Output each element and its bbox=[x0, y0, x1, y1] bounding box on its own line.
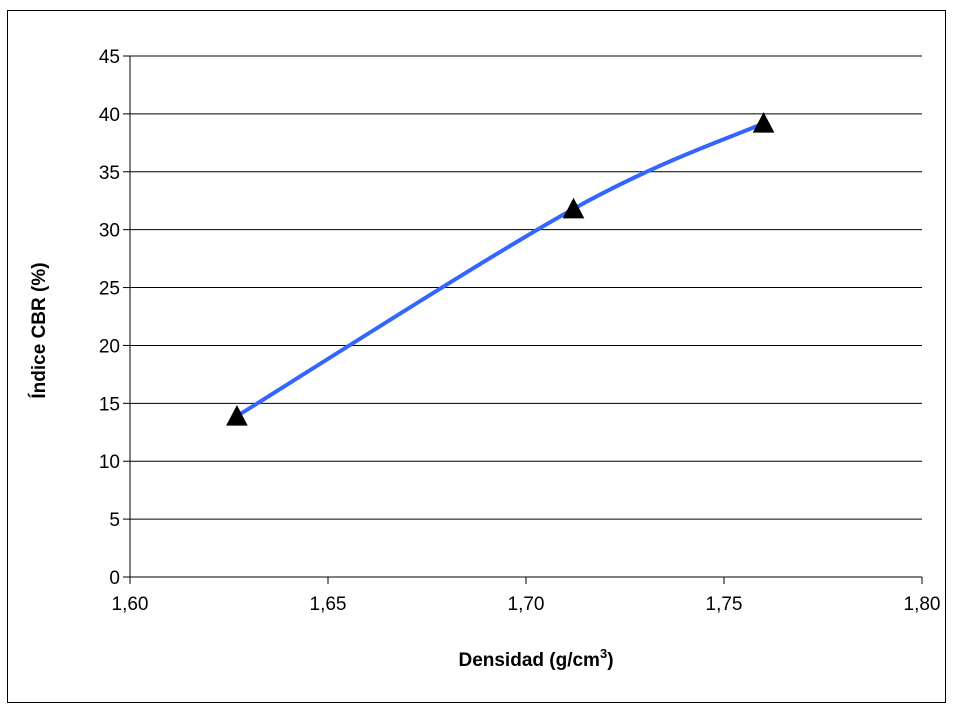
x-axis-title: Densidad (g/cm3) bbox=[458, 646, 613, 671]
x-tick-label: 1,60 bbox=[112, 594, 149, 615]
y-axis-title: Índice CBR (%) bbox=[28, 262, 50, 398]
y-tick-labels: 0 5 10 15 20 25 30 35 40 45 bbox=[99, 47, 120, 589]
series bbox=[226, 112, 775, 426]
x-axis-title-suffix: ) bbox=[607, 650, 613, 671]
x-tick-label: 1,75 bbox=[706, 594, 743, 615]
x-tick-label: 1,80 bbox=[904, 594, 941, 615]
y-tick-label: 25 bbox=[99, 279, 120, 300]
y-tick-label: 20 bbox=[99, 336, 120, 357]
chart-frame: 1,60 1,65 1,70 1,75 1,80 0 5 10 15 20 25 30 35 40 45 … bbox=[7, 10, 946, 703]
y-tick-label: 35 bbox=[99, 163, 120, 184]
data-point-marker-0 bbox=[226, 404, 248, 426]
y-tick-label: 30 bbox=[99, 221, 120, 242]
x-axis-title-superscript: 3 bbox=[600, 646, 607, 661]
x-tick-label: 1,65 bbox=[310, 594, 347, 615]
x-tick-label: 1,70 bbox=[508, 594, 545, 615]
data-point-marker-1 bbox=[562, 197, 585, 219]
y-tick-label: 10 bbox=[99, 452, 120, 473]
x-axis-title-main: Densidad (g/cm bbox=[458, 650, 599, 671]
cbr-density-chart: 1,60 1,65 1,70 1,75 1,80 051015202530354045 … bbox=[28, 47, 941, 671]
data-point-marker-2 bbox=[752, 112, 775, 133]
y-tick-label: 5 bbox=[109, 510, 120, 531]
y-tick-label: 15 bbox=[99, 394, 120, 415]
x-tick-labels: 1,60 1,65 1,70 1,75 1,80 bbox=[112, 594, 941, 615]
y-tick-label: 0 bbox=[109, 568, 120, 589]
y-tick-label: 45 bbox=[99, 47, 120, 68]
series-line-0 bbox=[234, 121, 766, 419]
gridlines bbox=[130, 55, 922, 520]
axes bbox=[123, 55, 923, 584]
y-tick-label: 40 bbox=[99, 105, 120, 126]
